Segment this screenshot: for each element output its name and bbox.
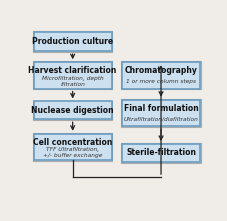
- Text: Nuclease digestion: Nuclease digestion: [31, 106, 114, 115]
- Text: Cell concentration: Cell concentration: [33, 138, 112, 147]
- Text: Harvest clarification: Harvest clarification: [28, 67, 116, 75]
- Text: Microfiltration, depth
filtration: Microfiltration, depth filtration: [42, 76, 103, 87]
- Text: Final formulation: Final formulation: [123, 104, 197, 113]
- Text: 1 or more column steps: 1 or more column steps: [126, 79, 195, 84]
- FancyBboxPatch shape: [121, 143, 200, 163]
- FancyBboxPatch shape: [33, 61, 112, 90]
- Text: TFF Ultrafiltration,
+/- buffer exchange: TFF Ultrafiltration, +/- buffer exchange: [43, 147, 102, 158]
- FancyBboxPatch shape: [121, 61, 200, 90]
- FancyBboxPatch shape: [34, 101, 111, 119]
- FancyBboxPatch shape: [33, 31, 112, 52]
- Text: Sterile-filtration: Sterile-filtration: [126, 148, 195, 157]
- FancyBboxPatch shape: [121, 99, 200, 127]
- FancyBboxPatch shape: [34, 62, 111, 89]
- FancyBboxPatch shape: [122, 100, 199, 126]
- FancyBboxPatch shape: [34, 32, 111, 51]
- Text: Chromatography: Chromatography: [124, 67, 197, 75]
- Text: Ultrafiltration/diafiltration: Ultrafiltration/diafiltration: [123, 116, 197, 121]
- FancyBboxPatch shape: [122, 144, 199, 162]
- FancyBboxPatch shape: [34, 134, 111, 160]
- FancyBboxPatch shape: [33, 101, 112, 120]
- Text: Production culture: Production culture: [32, 37, 113, 46]
- FancyBboxPatch shape: [122, 62, 199, 89]
- FancyBboxPatch shape: [33, 133, 112, 161]
